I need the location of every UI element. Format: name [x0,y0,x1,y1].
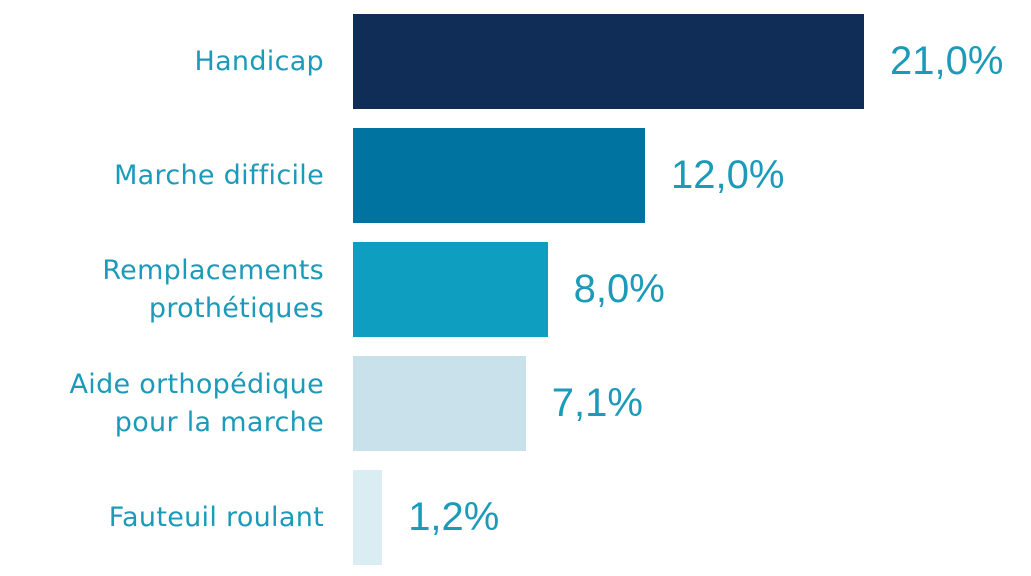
category-label: Aide orthopédique pour la marche [69,368,324,438]
value-label: 12,0% [671,153,785,197]
bar [353,128,645,223]
bar [353,242,548,337]
category-label: Fauteuil roulant [108,501,324,533]
value-label: 1,2% [408,495,500,539]
bar [353,356,526,451]
value-label: 21,0% [890,39,1004,83]
category-label: Handicap [194,45,324,77]
category-label: Remplacements prothétiques [102,254,324,324]
value-label: 7,1% [551,381,643,425]
bar [353,470,383,565]
value-label: 8,0% [573,267,665,311]
category-label: Marche difficile [114,159,324,191]
bar [353,14,864,109]
